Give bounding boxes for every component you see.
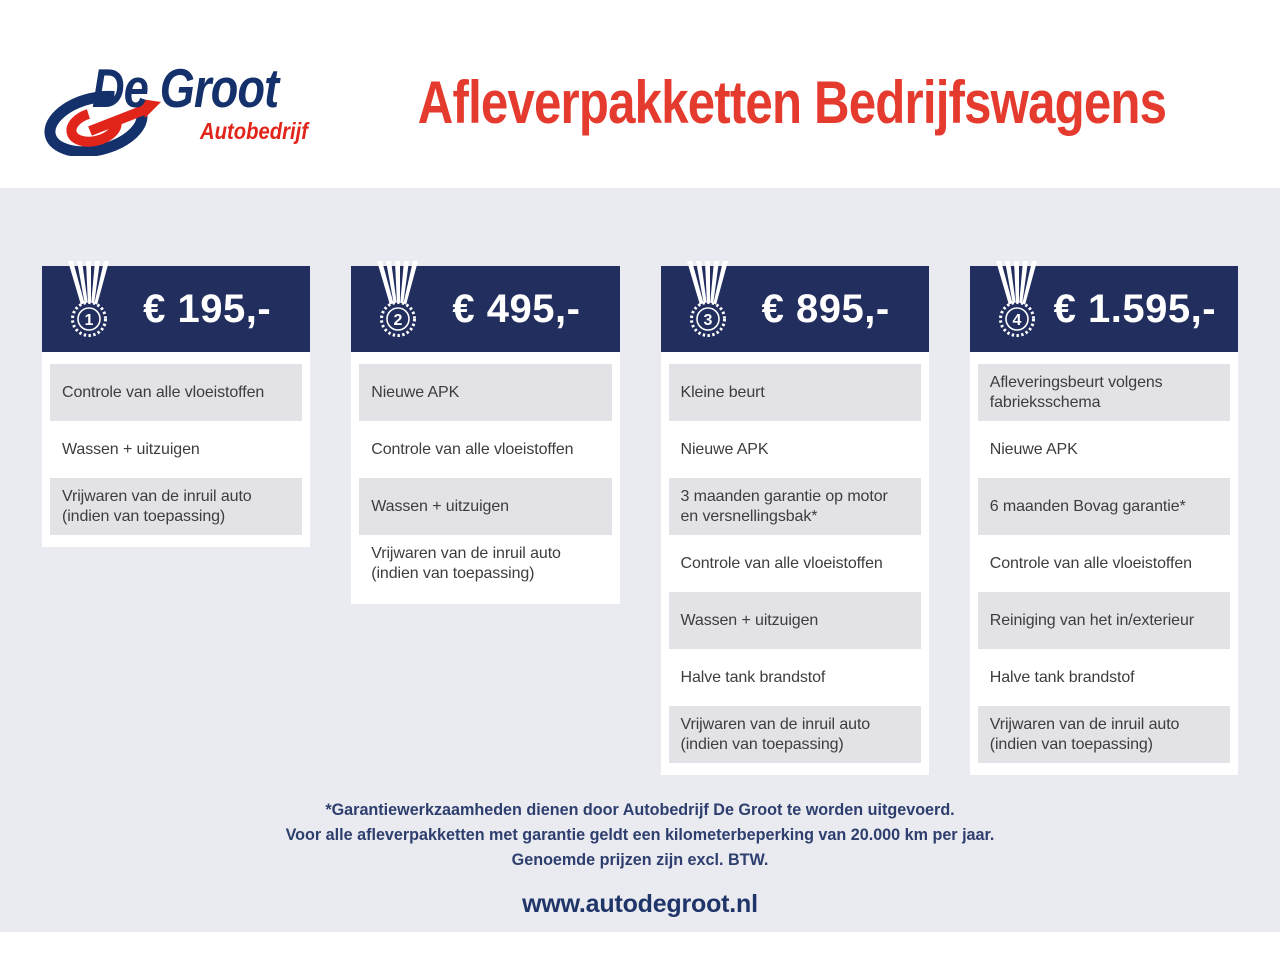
item-label: Kleine beurt (680, 383, 765, 401)
medal-ribbon-icon: 1 (68, 261, 109, 337)
footnote-line: Genoemde prijzen zijn excl. BTW. (511, 850, 769, 869)
item-label: 3 maanden garantie op motor en versnelli… (680, 487, 888, 525)
package-item-row: Vrijwaren van de inruil auto (indien van… (668, 706, 921, 763)
item-label: Wassen + uitzuigen (62, 440, 200, 458)
package-item-row: Reiniging van het in/exterieur (977, 592, 1230, 649)
item-label: Controle van alle vloeistoffen (371, 440, 574, 458)
package-items: Controle van alle vloeistoffen Wassen + … (42, 352, 311, 547)
package-item-row: 6 maanden Bovag garantie* (977, 478, 1230, 535)
package-number: 1 (85, 312, 94, 329)
item-label: Vrijwaren van de inruil auto (indien van… (680, 715, 871, 753)
item-label: Afleveringsbeurt volgens fabrieksschema (989, 373, 1163, 411)
footnote-line: Voor alle afleverpakketten met garantie … (285, 825, 995, 844)
item-label: Vrijwaren van de inruil auto (indien van… (62, 487, 252, 525)
item-label: Controle van alle vloeistoffen (62, 383, 265, 401)
package-header: 2 € 495,- (351, 261, 620, 352)
page-header: De Groot Autobedrijf Afleverpakketten Be… (0, 0, 1280, 188)
item-label: Nieuwe APK (989, 440, 1078, 458)
package-item-row: Controle van alle vloeistoffen (668, 535, 921, 592)
item-label: 6 maanden Bovag garantie* (989, 497, 1186, 515)
package-items: Nieuwe APK Controle van alle vloeistoffe… (351, 352, 620, 604)
package-price: € 495,- (452, 286, 581, 331)
item-label: Controle van alle vloeistoffen (680, 554, 883, 572)
company-logo: De Groot Autobedrijf (42, 56, 312, 171)
brand-name: De Groot (92, 57, 279, 119)
package-card-2: 2 € 495,- Nieuwe APK Controle van alle v… (351, 261, 620, 604)
footnote-line: *Garantiewerkzaamheden dienen door Autob… (325, 800, 955, 819)
package-item-row: Vrijwaren van de inruil auto (indien van… (977, 706, 1230, 763)
item-label: Halve tank brandstof (989, 668, 1135, 686)
item-label: Vrijwaren van de inruil auto (indien van… (371, 544, 561, 582)
package-item-row: Afleveringsbeurt volgens fabrieksschema (977, 364, 1230, 421)
package-item-row: Controle van alle vloeistoffen (50, 364, 303, 421)
item-label: Reiniging van het in/exterieur (989, 611, 1194, 629)
package-item-row: Wassen + uitzuigen (50, 421, 303, 478)
package-item-row: 3 maanden garantie op motor en versnelli… (668, 478, 921, 535)
package-cards: 1 € 195,- Controle van alle vloeistoffen… (0, 188, 1280, 775)
package-price: € 895,- (761, 286, 890, 331)
swoosh-target-icon (44, 90, 161, 156)
item-label: Wassen + uitzuigen (680, 611, 819, 629)
brand-subtitle: Autobedrijf (200, 118, 308, 144)
package-item-row: Nieuwe APK (668, 421, 921, 478)
medal-ribbon-icon: 2 (377, 261, 419, 337)
package-item-row: Halve tank brandstof (668, 649, 921, 706)
package-item-row: Nieuwe APK (977, 421, 1230, 478)
package-header: 1 € 195,- (42, 261, 311, 352)
package-price: € 195,- (143, 286, 272, 331)
package-card-4: 4 € 1.595,- Afleveringsbeurt volgens fab… (969, 261, 1238, 775)
package-item-row: Controle van alle vloeistoffen (977, 535, 1230, 592)
item-label: Nieuwe APK (371, 383, 460, 401)
package-item-row: Kleine beurt (668, 364, 921, 421)
package-item-row: Halve tank brandstof (977, 649, 1230, 706)
package-number: 4 (1012, 312, 1021, 329)
item-label: Controle van alle vloeistoffen (989, 554, 1192, 572)
item-label: Vrijwaren van de inruil auto (indien van… (989, 715, 1180, 753)
bottom-margin (0, 932, 1280, 960)
package-card-1: 1 € 195,- Controle van alle vloeistoffen… (42, 261, 311, 547)
package-number: 2 (394, 312, 403, 329)
package-header: 3 € 895,- (660, 261, 929, 352)
package-item-row: Nieuwe APK (359, 364, 612, 421)
item-label: Halve tank brandstof (680, 668, 826, 686)
item-label: Nieuwe APK (680, 440, 769, 458)
medal-ribbon-icon: 4 (995, 261, 1037, 337)
package-card-3: 3 € 895,- Kleine beurt Nieuwe APK 3 maan… (660, 261, 929, 775)
page-title: Afleverpakketten Bedrijfswagens (417, 69, 1167, 136)
website-url: www.autodegroot.nl (522, 890, 758, 918)
package-items: Afleveringsbeurt volgens fabrieksschema … (969, 352, 1238, 775)
package-number: 3 (703, 312, 712, 329)
item-label: Wassen + uitzuigen (371, 497, 509, 515)
package-item-row: Vrijwaren van de inruil auto (indien van… (359, 535, 612, 592)
package-items: Kleine beurt Nieuwe APK 3 maanden garant… (660, 352, 929, 775)
package-item-row: Wassen + uitzuigen (668, 592, 921, 649)
footnotes: *Garantiewerkzaamheden dienen door Autob… (0, 797, 1280, 872)
package-header: 4 € 1.595,- (969, 261, 1238, 352)
content-area: 1 € 195,- Controle van alle vloeistoffen… (0, 188, 1280, 932)
package-item-row: Wassen + uitzuigen (359, 478, 612, 535)
package-item-row: Controle van alle vloeistoffen (359, 421, 612, 478)
package-item-row: Vrijwaren van de inruil auto (indien van… (50, 478, 303, 535)
package-price: € 1.595,- (1053, 286, 1217, 331)
medal-ribbon-icon: 3 (686, 261, 728, 337)
